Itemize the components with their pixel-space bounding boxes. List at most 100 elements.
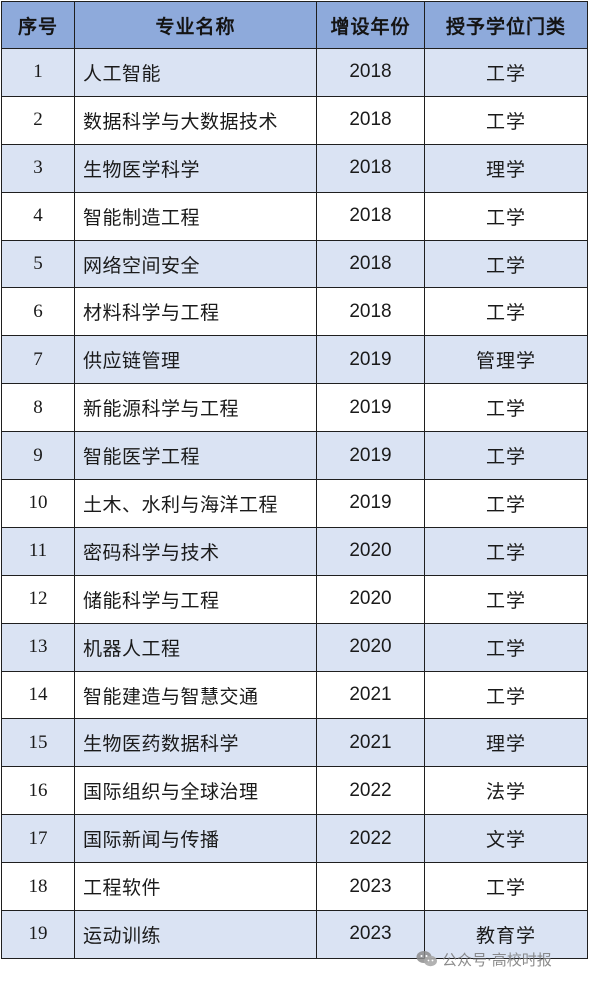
cell-no: 16 (1, 766, 75, 816)
cell-degree-category: 法学 (424, 766, 588, 816)
cell-year: 2020 (316, 574, 425, 624)
cell-year: 2018 (316, 95, 425, 145)
table-row: 18 工程软件 2023 工学 (1, 862, 588, 912)
table-row: 10 土木、水利与海洋工程 2019 工学 (1, 479, 588, 528)
cell-degree-category: 工学 (424, 383, 588, 433)
cell-year: 2019 (316, 431, 425, 481)
cell-degree-category: 理学 (424, 143, 588, 193)
cell-degree-category: 文学 (424, 814, 588, 864)
cell-year: 2018 (316, 191, 425, 241)
cell-degree-category: 管理学 (424, 335, 588, 385)
table-row: 19 运动训练 2023 教育学 (1, 910, 588, 959)
header-major-name: 专业名称 (74, 1, 317, 49)
cell-year: 2020 (316, 622, 425, 672)
table-row: 15 生物医药数据科学 2021 理学 (1, 718, 588, 768)
cell-degree-category: 工学 (424, 670, 588, 720)
cell-no: 13 (1, 622, 75, 672)
table-row: 14 智能建造与智慧交通 2021 工学 (1, 670, 588, 720)
table-row: 11 密码科学与技术 2020 工学 (1, 526, 588, 576)
cell-degree-category: 工学 (424, 431, 588, 481)
header-year: 增设年份 (316, 1, 425, 49)
table-row: 17 国际新闻与传播 2022 文学 (1, 814, 588, 864)
cell-no: 4 (1, 191, 75, 241)
table-row: 2 数据科学与大数据技术 2018 工学 (1, 95, 588, 145)
cell-degree-category: 工学 (424, 479, 588, 528)
cell-year: 2023 (316, 910, 425, 959)
cell-degree-category: 理学 (424, 718, 588, 768)
header-row: 序号 专业名称 增设年份 授予学位门类 (1, 1, 588, 49)
cell-year: 2018 (316, 239, 425, 289)
cell-no: 18 (1, 862, 75, 912)
cell-year: 2018 (316, 143, 425, 193)
cell-no: 14 (1, 670, 75, 720)
cell-no: 6 (1, 287, 75, 337)
cell-degree-category: 工学 (424, 239, 588, 289)
cell-no: 15 (1, 718, 75, 768)
cell-year: 2023 (316, 862, 425, 912)
cell-major-name: 数据科学与大数据技术 (74, 95, 317, 145)
cell-no: 7 (1, 335, 75, 385)
table-row: 7 供应链管理 2019 管理学 (1, 335, 588, 385)
cell-degree-category: 工学 (424, 287, 588, 337)
cell-degree-category: 工学 (424, 48, 588, 97)
cell-no: 5 (1, 239, 75, 289)
table-row: 4 智能制造工程 2018 工学 (1, 191, 588, 241)
header-degree-category: 授予学位门类 (424, 1, 588, 49)
cell-major-name: 新能源科学与工程 (74, 383, 317, 433)
table-row: 12 储能科学与工程 2020 工学 (1, 574, 588, 624)
cell-no: 9 (1, 431, 75, 481)
cell-major-name: 运动训练 (74, 910, 317, 959)
cell-year: 2020 (316, 526, 425, 576)
table-row: 5 网络空间安全 2018 工学 (1, 239, 588, 289)
cell-major-name: 国际组织与全球治理 (74, 766, 317, 816)
cell-no: 1 (1, 48, 75, 97)
cell-major-name: 材料科学与工程 (74, 287, 317, 337)
cell-no: 8 (1, 383, 75, 433)
cell-year: 2019 (316, 479, 425, 528)
cell-major-name: 储能科学与工程 (74, 574, 317, 624)
cell-no: 12 (1, 574, 75, 624)
cell-no: 17 (1, 814, 75, 864)
table-row: 8 新能源科学与工程 2019 工学 (1, 383, 588, 433)
table-row: 13 机器人工程 2020 工学 (1, 622, 588, 672)
table-body: 1 人工智能 2018 工学 2 数据科学与大数据技术 2018 工学 3 生物医学科学 2018 理… (1, 48, 588, 959)
majors-table: 序号 专业名称 增设年份 授予学位门类 1 人工智能 2018 工学 2 数据科学与大数据… (1, 1, 588, 959)
cell-year: 2018 (316, 48, 425, 97)
cell-degree-category: 工学 (424, 526, 588, 576)
cell-major-name: 智能制造工程 (74, 191, 317, 241)
cell-no: 11 (1, 526, 75, 576)
cell-major-name: 国际新闻与传播 (74, 814, 317, 864)
cell-year: 2021 (316, 718, 425, 768)
cell-no: 3 (1, 143, 75, 193)
table-row: 1 人工智能 2018 工学 (1, 48, 588, 97)
cell-year: 2019 (316, 383, 425, 433)
cell-major-name: 人工智能 (74, 48, 317, 97)
cell-degree-category: 工学 (424, 622, 588, 672)
cell-degree-category: 教育学 (424, 910, 588, 959)
cell-year: 2018 (316, 287, 425, 337)
cell-degree-category: 工学 (424, 862, 588, 912)
cell-major-name: 土木、水利与海洋工程 (74, 479, 317, 528)
cell-no: 19 (1, 910, 75, 959)
cell-major-name: 机器人工程 (74, 622, 317, 672)
table-row: 16 国际组织与全球治理 2022 法学 (1, 766, 588, 816)
cell-major-name: 工程软件 (74, 862, 317, 912)
table-header: 序号 专业名称 增设年份 授予学位门类 (1, 1, 588, 49)
table-row: 6 材料科学与工程 2018 工学 (1, 287, 588, 337)
cell-degree-category: 工学 (424, 95, 588, 145)
cell-no: 10 (1, 479, 75, 528)
cell-degree-category: 工学 (424, 191, 588, 241)
cell-degree-category: 工学 (424, 574, 588, 624)
cell-major-name: 生物医药数据科学 (74, 718, 317, 768)
cell-year: 2022 (316, 766, 425, 816)
cell-major-name: 网络空间安全 (74, 239, 317, 289)
table-row: 3 生物医学科学 2018 理学 (1, 143, 588, 193)
cell-year: 2021 (316, 670, 425, 720)
cell-year: 2019 (316, 335, 425, 385)
cell-major-name: 智能建造与智慧交通 (74, 670, 317, 720)
cell-major-name: 供应链管理 (74, 335, 317, 385)
cell-major-name: 生物医学科学 (74, 143, 317, 193)
table-row: 9 智能医学工程 2019 工学 (1, 431, 588, 481)
cell-major-name: 密码科学与技术 (74, 526, 317, 576)
cell-no: 2 (1, 95, 75, 145)
